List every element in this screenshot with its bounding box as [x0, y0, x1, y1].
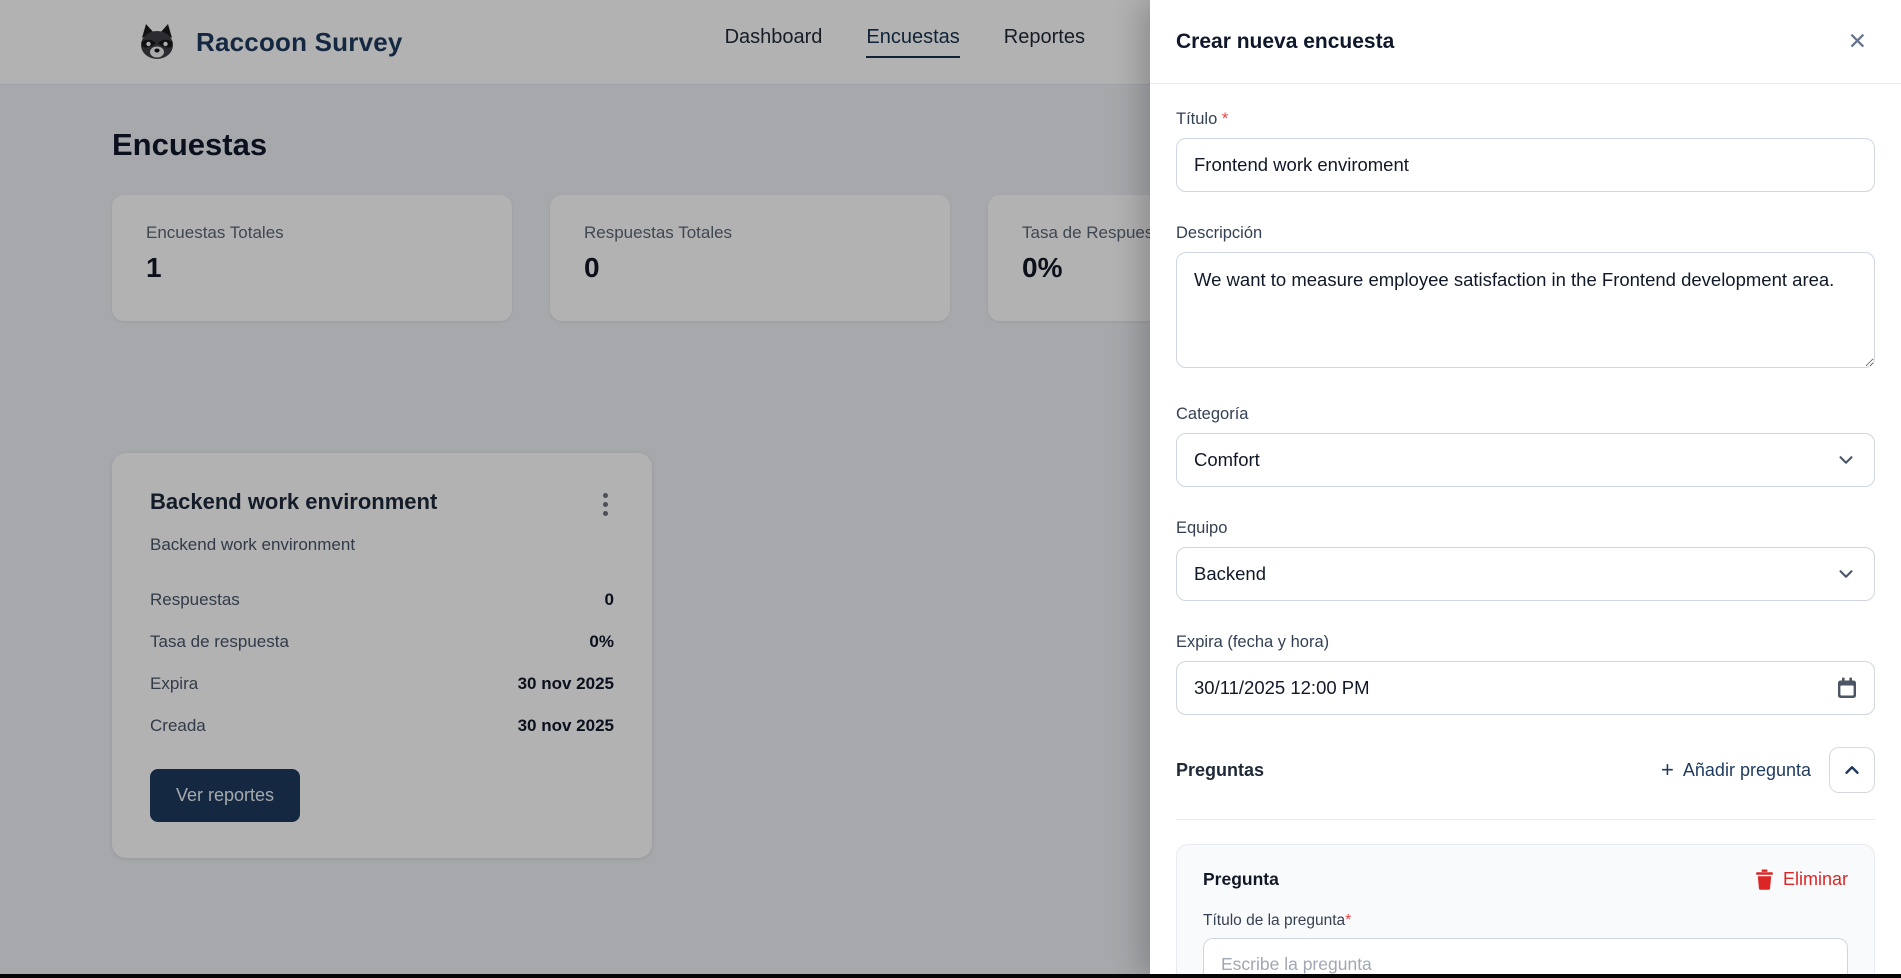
survey-card-title: Backend work environment: [150, 489, 438, 514]
nav-item-reportes[interactable]: Reportes: [1003, 26, 1085, 48]
required-asterisk: *: [1221, 110, 1229, 128]
field-expira: Expira (fecha y hora): [1176, 633, 1875, 715]
equipo-label: Equipo: [1176, 519, 1228, 537]
main-nav: Dashboard Encuestas Reportes: [725, 26, 1085, 58]
stat-label: Encuestas Totales: [146, 223, 284, 242]
row-label: Respuestas: [150, 590, 240, 609]
chevron-down-icon: [1839, 570, 1853, 578]
nav-item-encuestas[interactable]: Encuestas: [866, 26, 960, 58]
question-title-label-text: Título de la pregunta: [1203, 912, 1346, 929]
add-question-label: Añadir pregunta: [1682, 759, 1811, 780]
question-title-input[interactable]: [1203, 938, 1848, 978]
row-label: Expira: [150, 674, 199, 693]
stat-label: Tasa de Respuesta: [1022, 223, 1168, 242]
survey-card-description: Backend work environment: [150, 535, 356, 554]
bottom-edge-bar: [0, 974, 1901, 978]
plus-icon: +: [1661, 757, 1674, 782]
panel-body: Título * Descripción We want to measure …: [1150, 84, 1901, 978]
chevron-down-icon: [1839, 456, 1853, 464]
trash-icon: [1755, 869, 1773, 890]
question-card: Pregunta Eliminar Título de la pregunta*…: [1176, 844, 1875, 978]
survey-row-expira: Expira 30 nov 2025: [150, 663, 614, 705]
titulo-label: Título *: [1176, 110, 1875, 129]
nav-item-dashboard[interactable]: Dashboard: [724, 26, 823, 48]
collapse-questions-button[interactable]: [1829, 747, 1875, 793]
expira-label: Expira (fecha y hora): [1176, 633, 1330, 651]
delete-question-label: Eliminar: [1782, 869, 1848, 889]
delete-question-button[interactable]: Eliminar: [1755, 869, 1848, 890]
panel-header: Crear nueva encuesta ✕: [1150, 0, 1901, 84]
stat-value: 0: [584, 252, 600, 283]
survey-card: Backend work environment Backend work en…: [112, 453, 652, 858]
row-label: Creada: [150, 716, 206, 735]
close-icon[interactable]: ✕: [1847, 28, 1867, 54]
titulo-input[interactable]: [1176, 138, 1875, 192]
survey-row-tasa: Tasa de respuesta 0%: [150, 621, 614, 663]
ver-reportes-button[interactable]: Ver reportes: [150, 769, 301, 822]
question-card-title: Pregunta: [1203, 869, 1279, 889]
row-value: 0: [604, 590, 614, 609]
question-title-label: Título de la pregunta*: [1203, 912, 1848, 930]
stat-value: 1: [146, 252, 162, 283]
equipo-selected-value: Backend: [1194, 563, 1266, 584]
survey-card-rows: Respuestas 0 Tasa de respuesta 0% Expira…: [150, 579, 614, 747]
equipo-select[interactable]: Backend: [1176, 547, 1875, 601]
row-value: 30 nov 2025: [517, 716, 614, 735]
page-title: Encuestas: [112, 127, 268, 162]
descripcion-textarea[interactable]: We want to measure employee satisfaction…: [1176, 252, 1875, 368]
brand: Raccoon Survey: [135, 22, 403, 62]
required-asterisk: *: [1345, 912, 1352, 929]
titulo-label-text: Título: [1176, 110, 1218, 128]
app-title: Raccoon Survey: [196, 26, 403, 57]
row-value: 0%: [589, 632, 614, 651]
categoria-select[interactable]: Comfort: [1176, 433, 1875, 487]
chevron-up-icon: [1845, 766, 1859, 774]
calendar-icon[interactable]: [1837, 677, 1857, 699]
preguntas-heading: Preguntas: [1176, 759, 1265, 780]
stat-value: 0%: [1022, 252, 1063, 283]
categoria-selected-value: Comfort: [1194, 449, 1260, 470]
row-label: Tasa de respuesta: [150, 632, 289, 651]
stat-card-encuestas-totales: Encuestas Totales 1: [112, 195, 512, 321]
create-survey-panel: Crear nueva encuesta ✕ Título * Descripc…: [1150, 0, 1901, 978]
survey-row-respuestas: Respuestas 0: [150, 579, 614, 621]
expira-value[interactable]: [1194, 677, 1837, 699]
panel-title: Crear nueva encuesta: [1176, 29, 1395, 53]
main-content: Encuestas Encuestas Totales 1 Respuestas…: [0, 85, 1901, 858]
add-question-button[interactable]: + Añadir pregunta: [1661, 759, 1811, 781]
survey-row-creada: Creada 30 nov 2025: [150, 705, 614, 747]
field-equipo: Equipo Backend: [1176, 519, 1875, 601]
row-value: 30 nov 2025: [517, 674, 614, 693]
field-descripcion: Descripción We want to measure employee …: [1176, 224, 1875, 373]
preguntas-section-header: Preguntas + Añadir pregunta: [1176, 747, 1875, 820]
expira-datetime-input[interactable]: [1176, 661, 1875, 715]
stat-card-respuestas-totales: Respuestas Totales 0: [550, 195, 950, 321]
categoria-label: Categoría: [1176, 405, 1249, 423]
descripcion-label: Descripción: [1176, 224, 1263, 242]
stat-label: Respuestas Totales: [584, 223, 733, 242]
stats-row: Encuestas Totales 1 Respuestas Totales 0…: [112, 195, 1901, 321]
field-categoria: Categoría Comfort: [1176, 405, 1875, 487]
kebab-menu-icon[interactable]: [597, 489, 614, 520]
field-titulo: Título *: [1176, 110, 1875, 192]
raccoon-logo-icon: [135, 22, 179, 62]
